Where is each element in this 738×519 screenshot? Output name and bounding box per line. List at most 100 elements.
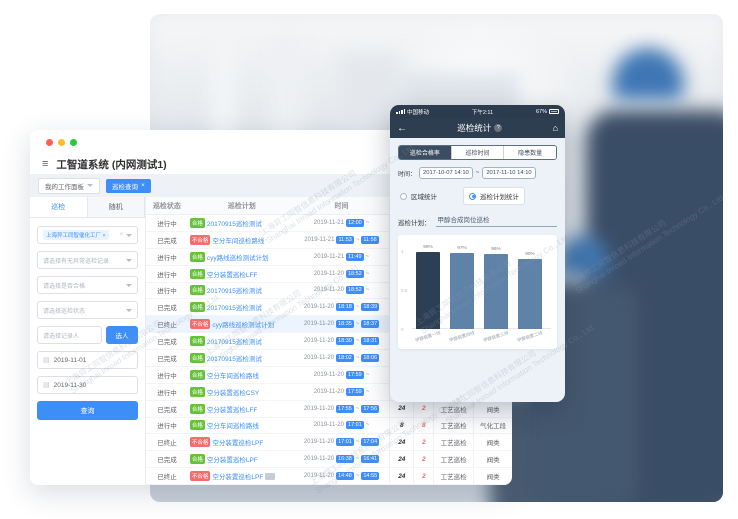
close-window-button[interactable]	[46, 138, 53, 146]
start-time-chip[interactable]: 17:59	[345, 387, 364, 396]
plan-link[interactable]: 空分装置巡检CSY	[206, 389, 260, 397]
end-time-chip[interactable]: 17:04	[361, 438, 380, 447]
table-row[interactable]: 已完成 合格 空分装置巡检LFF 2019-11-20 17:55 ~17:56 24 2 工艺…	[146, 400, 512, 418]
plan-link[interactable]: 20170915巡检测试	[206, 355, 262, 363]
start-time-chip[interactable]: 18:30	[336, 337, 354, 346]
radio-区域统计[interactable]: 区域统计	[400, 191, 437, 201]
start-time-chip[interactable]: 18:02	[336, 353, 354, 362]
chart-bar[interactable]: 90% 甲醇装置二线	[517, 252, 544, 343]
plan-link[interactable]: 20170915巡检测试	[206, 220, 262, 228]
plan-link[interactable]: 空分车间巡检路线	[212, 237, 265, 245]
filter-select-0[interactable]: 请选择有无异常巡检记录	[37, 251, 138, 269]
end-time-chip[interactable]: 16:41	[361, 455, 380, 464]
date-text: 2019-11-20	[303, 338, 335, 345]
time-cell: 2019-11-21 12:00 ~	[294, 215, 390, 231]
tilde: ~	[365, 287, 370, 294]
plan-link[interactable]: 空分装置巡检LPF	[212, 440, 264, 448]
minimize-window-button[interactable]	[58, 138, 65, 146]
start-time-chip[interactable]: 16:38	[336, 455, 354, 464]
area-cell: 阀类	[473, 400, 512, 417]
status-cell: 已完成	[157, 457, 177, 465]
end-time-chip[interactable]: 14:55	[361, 472, 380, 481]
zoom-window-button[interactable]	[70, 138, 77, 146]
chart-bar[interactable]: 97% 甲醇装置四线	[449, 246, 476, 343]
plan-link[interactable]: 空分车间巡检路线	[206, 372, 259, 380]
segment-巡检时间[interactable]: 巡检时间	[451, 146, 505, 159]
end-time-chip[interactable]: 18:06	[361, 353, 380, 362]
chart-bar[interactable]: 96% 甲醇装置三线	[483, 247, 510, 343]
photo-worker-helmet	[612, 48, 684, 100]
end-time-chip[interactable]: 17:56	[361, 404, 380, 413]
start-time-chip[interactable]: 12:00	[345, 218, 364, 227]
plan-link[interactable]: 20170915巡检测试	[206, 339, 262, 347]
segment-巡检合格率[interactable]: 巡检合格率	[399, 146, 452, 159]
plan-link[interactable]: 空分装置巡检LFF	[206, 271, 258, 279]
table-row[interactable]: 已完成 不合格 空分车间巡检路线 2019-11-21 11:53 ~11:58	[146, 231, 512, 249]
filter-select-1[interactable]: 请选择是否合格	[37, 276, 138, 294]
plan-link[interactable]: cyy路线巡检测试计划	[206, 254, 269, 262]
end-time-chip[interactable]: 18:39	[361, 303, 380, 312]
start-time-chip[interactable]: 11:53	[336, 235, 354, 244]
sidebar-tab-随机[interactable]: 随机	[87, 197, 145, 217]
area-cell: 阀类	[473, 451, 512, 468]
start-time-chip[interactable]: 17:59	[345, 370, 364, 379]
query-button[interactable]: 查询	[37, 401, 138, 420]
date-text: 2019-11-21	[313, 253, 345, 260]
pass-badge: 合格	[189, 285, 205, 296]
table-row[interactable]: 进行中 合格 空分车间巡检路线 2019-11-20 17:01 ~8 8 工艺巡检 气化工段	[146, 417, 512, 435]
fail-badge: 不合格	[189, 319, 211, 330]
org-select[interactable]: 上海异工同智催化工厂 × ×	[37, 226, 138, 244]
plan-link[interactable]: cyy路线巡检测试计划	[212, 322, 275, 330]
date-text: 2019-11-20	[313, 371, 344, 378]
menu-icon[interactable]: ≡	[42, 158, 49, 170]
start-time-chip[interactable]: 18:35	[336, 320, 354, 329]
start-time-chip[interactable]: 18:52	[345, 269, 364, 278]
home-icon[interactable]: ⌂	[552, 123, 558, 133]
end-time-chip[interactable]: 11:58	[361, 235, 379, 244]
count-cell: 24	[389, 400, 413, 417]
start-time-chip[interactable]: 14:48	[336, 472, 354, 481]
plan-link[interactable]: 空分装置巡检LPF	[206, 457, 258, 465]
table-row[interactable]: 已终止 不合格 空分装置巡检LPF 2019-11-20 14:48 ~14:55 24 2 工…	[146, 468, 512, 485]
select-placeholder: 请选择是否合格	[43, 283, 86, 290]
start-time-chip[interactable]: 17:01	[336, 438, 354, 447]
table-row[interactable]: 已终止 不合格 空分装置巡检LPF 2019-11-20 17:01 ~17:04 24 2 工…	[146, 434, 512, 452]
radio-巡检计划统计[interactable]: 巡检计划统计	[463, 187, 525, 205]
filter-select-2[interactable]: 请选择巡检状态	[37, 301, 138, 319]
close-icon[interactable]: ×	[141, 182, 145, 189]
plan-link[interactable]: 空分装置巡检LFF	[206, 406, 258, 414]
start-time-chip[interactable]: 18:52	[345, 286, 364, 295]
pick-person-button[interactable]: 选人	[106, 326, 138, 344]
recorder-input[interactable]: 请选择记录人	[37, 326, 102, 344]
org-tag[interactable]: 上海异工同智催化工厂 ×	[43, 230, 109, 240]
plan-link[interactable]: 20170915巡检测试	[206, 305, 262, 313]
tag-close-icon[interactable]: ×	[102, 233, 106, 239]
time-to-input[interactable]: 2017-11-10 14:10	[482, 167, 536, 179]
chart-bar[interactable]: 99% 甲醇装置一线	[415, 245, 442, 343]
end-time-chip[interactable]: 18:37	[361, 320, 380, 329]
back-icon[interactable]: ←	[397, 122, 407, 134]
sidebar-tab-巡检[interactable]: 巡检	[30, 197, 88, 217]
help-icon[interactable]: ?	[494, 124, 503, 132]
date-end-input[interactable]: ▤ 2019-11-30	[37, 376, 138, 394]
plan-select[interactable]: 甲醇合成岗位巡检	[435, 214, 557, 227]
active-tab-label: 巡检查询	[112, 183, 138, 191]
plan-cell: 合格 空分车间巡检路线	[188, 367, 294, 383]
segment-隐患数量[interactable]: 隐患数量	[504, 146, 556, 159]
table-row[interactable]: 已完成 合格 空分装置巡检LPF 2019-11-20 16:38 ~16:41 24 2 工艺…	[146, 451, 512, 469]
date-start-input[interactable]: ▤ 2019-11-01	[37, 351, 138, 369]
start-time-chip[interactable]: 11:49	[346, 252, 364, 261]
count-cell	[389, 366, 413, 383]
tab-inspection-query[interactable]: 巡检查询 ×	[106, 178, 151, 193]
end-time-chip[interactable]: 18:31	[361, 337, 380, 346]
plan-link[interactable]: 空分车间巡检路线	[206, 423, 259, 431]
start-time-chip[interactable]: 17:01	[345, 421, 364, 430]
start-time-chip[interactable]: 18:18	[336, 303, 354, 312]
clear-icon[interactable]: ×	[119, 232, 123, 238]
table-row[interactable]: 已完成 合格 20170915巡检测试 2019-11-20 18:30 ~18:31	[146, 333, 512, 350]
plan-link[interactable]: 20170915巡检测试	[206, 288, 262, 296]
plan-link[interactable]: 空分装置巡检LPF	[212, 474, 264, 482]
time-from-input[interactable]: 2017-10-07 14:10	[419, 167, 473, 179]
workspace-chip[interactable]: 我的工作面板	[38, 177, 100, 194]
start-time-chip[interactable]: 17:55	[336, 404, 354, 413]
